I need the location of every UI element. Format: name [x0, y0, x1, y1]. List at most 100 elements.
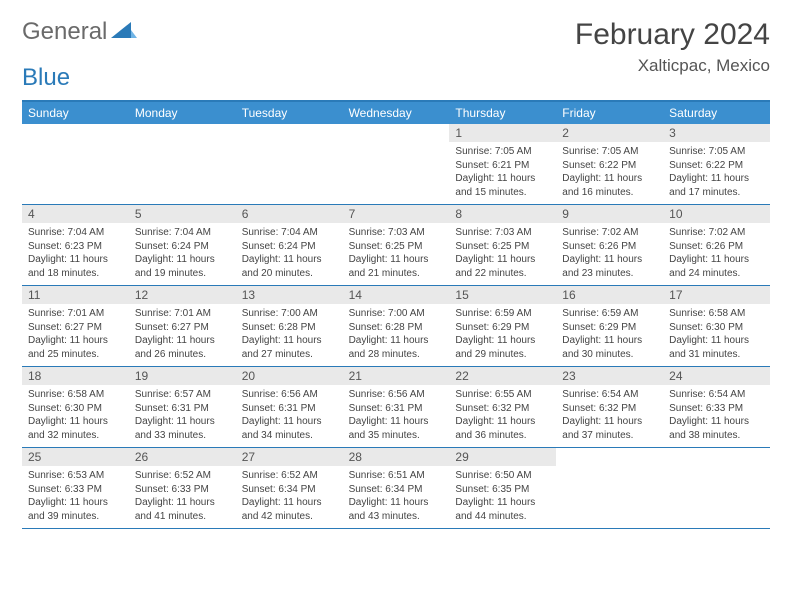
day-number: 17 — [663, 286, 770, 304]
day-details: Sunrise: 6:51 AMSunset: 6:34 PMDaylight:… — [343, 466, 450, 528]
weekday-header: Thursday — [449, 102, 556, 124]
sunset-text: Sunset: 6:26 PM — [562, 240, 657, 254]
day-number: 18 — [22, 367, 129, 385]
sunset-text: Sunset: 6:22 PM — [669, 159, 764, 173]
day-cell: 29Sunrise: 6:50 AMSunset: 6:35 PMDayligh… — [449, 448, 556, 528]
week-row: 4Sunrise: 7:04 AMSunset: 6:23 PMDaylight… — [22, 205, 770, 286]
calendar: SundayMondayTuesdayWednesdayThursdayFrid… — [22, 100, 770, 529]
day-cell: 6Sunrise: 7:04 AMSunset: 6:24 PMDaylight… — [236, 205, 343, 285]
day-number: 26 — [129, 448, 236, 466]
sunset-text: Sunset: 6:27 PM — [28, 321, 123, 335]
sunset-text: Sunset: 6:35 PM — [455, 483, 550, 497]
daylight-text: Daylight: 11 hours and 35 minutes. — [349, 415, 444, 442]
day-details: Sunrise: 6:56 AMSunset: 6:31 PMDaylight:… — [343, 385, 450, 447]
logo-triangle-icon — [111, 20, 137, 45]
day-number: 24 — [663, 367, 770, 385]
daylight-text: Daylight: 11 hours and 28 minutes. — [349, 334, 444, 361]
sunrise-text: Sunrise: 6:51 AM — [349, 469, 444, 483]
daylight-text: Daylight: 11 hours and 19 minutes. — [135, 253, 230, 280]
day-cell: 10Sunrise: 7:02 AMSunset: 6:26 PMDayligh… — [663, 205, 770, 285]
daylight-text: Daylight: 11 hours and 23 minutes. — [562, 253, 657, 280]
day-details: Sunrise: 7:05 AMSunset: 6:22 PMDaylight:… — [556, 142, 663, 204]
sunrise-text: Sunrise: 6:59 AM — [455, 307, 550, 321]
day-cell: 9Sunrise: 7:02 AMSunset: 6:26 PMDaylight… — [556, 205, 663, 285]
day-number: 3 — [663, 124, 770, 142]
day-cell: 12Sunrise: 7:01 AMSunset: 6:27 PMDayligh… — [129, 286, 236, 366]
daylight-text: Daylight: 11 hours and 36 minutes. — [455, 415, 550, 442]
sunset-text: Sunset: 6:34 PM — [349, 483, 444, 497]
day-cell: 4Sunrise: 7:04 AMSunset: 6:23 PMDaylight… — [22, 205, 129, 285]
daylight-text: Daylight: 11 hours and 38 minutes. — [669, 415, 764, 442]
day-details: Sunrise: 6:59 AMSunset: 6:29 PMDaylight:… — [556, 304, 663, 366]
day-details: Sunrise: 6:54 AMSunset: 6:32 PMDaylight:… — [556, 385, 663, 447]
day-details: Sunrise: 6:54 AMSunset: 6:33 PMDaylight:… — [663, 385, 770, 447]
sunrise-text: Sunrise: 7:04 AM — [28, 226, 123, 240]
day-cell: 28Sunrise: 6:51 AMSunset: 6:34 PMDayligh… — [343, 448, 450, 528]
day-cell: 3Sunrise: 7:05 AMSunset: 6:22 PMDaylight… — [663, 124, 770, 204]
day-cell: 2Sunrise: 7:05 AMSunset: 6:22 PMDaylight… — [556, 124, 663, 204]
day-cell — [129, 124, 236, 204]
daylight-text: Daylight: 11 hours and 37 minutes. — [562, 415, 657, 442]
day-number: 20 — [236, 367, 343, 385]
location-label: Xalticpac, Mexico — [575, 56, 770, 76]
logo-text-blue: Blue — [22, 64, 70, 92]
day-number: 14 — [343, 286, 450, 304]
sunset-text: Sunset: 6:27 PM — [135, 321, 230, 335]
day-cell — [22, 124, 129, 204]
sunset-text: Sunset: 6:24 PM — [242, 240, 337, 254]
sunrise-text: Sunrise: 7:04 AM — [242, 226, 337, 240]
day-number: 13 — [236, 286, 343, 304]
sunrise-text: Sunrise: 7:00 AM — [349, 307, 444, 321]
day-number: 27 — [236, 448, 343, 466]
sunset-text: Sunset: 6:25 PM — [455, 240, 550, 254]
day-details: Sunrise: 7:03 AMSunset: 6:25 PMDaylight:… — [449, 223, 556, 285]
day-details: Sunrise: 6:58 AMSunset: 6:30 PMDaylight:… — [22, 385, 129, 447]
day-cell: 17Sunrise: 6:58 AMSunset: 6:30 PMDayligh… — [663, 286, 770, 366]
day-cell: 21Sunrise: 6:56 AMSunset: 6:31 PMDayligh… — [343, 367, 450, 447]
day-cell: 19Sunrise: 6:57 AMSunset: 6:31 PMDayligh… — [129, 367, 236, 447]
sunset-text: Sunset: 6:22 PM — [562, 159, 657, 173]
title-block: February 2024 Xalticpac, Mexico — [575, 18, 770, 76]
day-number: 8 — [449, 205, 556, 223]
day-details: Sunrise: 6:58 AMSunset: 6:30 PMDaylight:… — [663, 304, 770, 366]
day-number: 12 — [129, 286, 236, 304]
sunrise-text: Sunrise: 6:58 AM — [669, 307, 764, 321]
sunrise-text: Sunrise: 6:53 AM — [28, 469, 123, 483]
sunset-text: Sunset: 6:33 PM — [28, 483, 123, 497]
weekday-header: Wednesday — [343, 102, 450, 124]
sunrise-text: Sunrise: 6:59 AM — [562, 307, 657, 321]
sunset-text: Sunset: 6:32 PM — [455, 402, 550, 416]
sunrise-text: Sunrise: 6:50 AM — [455, 469, 550, 483]
sunrise-text: Sunrise: 7:02 AM — [562, 226, 657, 240]
day-cell: 20Sunrise: 6:56 AMSunset: 6:31 PMDayligh… — [236, 367, 343, 447]
day-cell: 18Sunrise: 6:58 AMSunset: 6:30 PMDayligh… — [22, 367, 129, 447]
day-details: Sunrise: 6:50 AMSunset: 6:35 PMDaylight:… — [449, 466, 556, 528]
sunset-text: Sunset: 6:28 PM — [242, 321, 337, 335]
sunrise-text: Sunrise: 7:03 AM — [349, 226, 444, 240]
sunset-text: Sunset: 6:29 PM — [455, 321, 550, 335]
day-details: Sunrise: 6:53 AMSunset: 6:33 PMDaylight:… — [22, 466, 129, 528]
sunrise-text: Sunrise: 6:54 AM — [669, 388, 764, 402]
sunset-text: Sunset: 6:30 PM — [669, 321, 764, 335]
day-cell: 13Sunrise: 7:00 AMSunset: 6:28 PMDayligh… — [236, 286, 343, 366]
day-cell: 23Sunrise: 6:54 AMSunset: 6:32 PMDayligh… — [556, 367, 663, 447]
sunrise-text: Sunrise: 7:02 AM — [669, 226, 764, 240]
sunset-text: Sunset: 6:26 PM — [669, 240, 764, 254]
sunset-text: Sunset: 6:25 PM — [349, 240, 444, 254]
day-cell: 7Sunrise: 7:03 AMSunset: 6:25 PMDaylight… — [343, 205, 450, 285]
daylight-text: Daylight: 11 hours and 43 minutes. — [349, 496, 444, 523]
day-cell: 1Sunrise: 7:05 AMSunset: 6:21 PMDaylight… — [449, 124, 556, 204]
day-cell: 24Sunrise: 6:54 AMSunset: 6:33 PMDayligh… — [663, 367, 770, 447]
day-details: Sunrise: 7:02 AMSunset: 6:26 PMDaylight:… — [663, 223, 770, 285]
day-details: Sunrise: 7:05 AMSunset: 6:21 PMDaylight:… — [449, 142, 556, 204]
day-cell: 26Sunrise: 6:52 AMSunset: 6:33 PMDayligh… — [129, 448, 236, 528]
day-cell: 14Sunrise: 7:00 AMSunset: 6:28 PMDayligh… — [343, 286, 450, 366]
sunrise-text: Sunrise: 6:56 AM — [349, 388, 444, 402]
sunset-text: Sunset: 6:30 PM — [28, 402, 123, 416]
day-details: Sunrise: 7:05 AMSunset: 6:22 PMDaylight:… — [663, 142, 770, 204]
day-details: Sunrise: 7:00 AMSunset: 6:28 PMDaylight:… — [343, 304, 450, 366]
sunset-text: Sunset: 6:21 PM — [455, 159, 550, 173]
week-row: 18Sunrise: 6:58 AMSunset: 6:30 PMDayligh… — [22, 367, 770, 448]
day-details: Sunrise: 7:02 AMSunset: 6:26 PMDaylight:… — [556, 223, 663, 285]
day-cell — [343, 124, 450, 204]
